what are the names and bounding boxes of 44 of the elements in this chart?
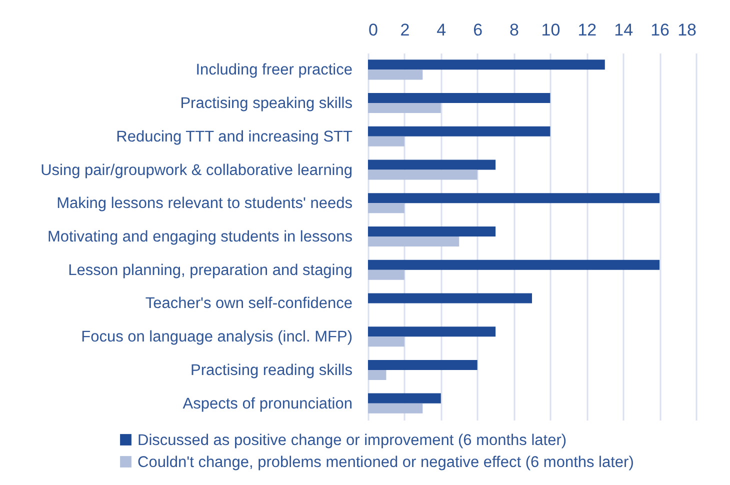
x-tick-label: 18 <box>678 20 696 40</box>
bar <box>368 170 478 180</box>
y-tick-label: Aspects of pronunciation <box>182 395 352 412</box>
bar <box>368 260 660 270</box>
y-tick-label: Practising speaking skills <box>180 95 353 112</box>
y-tick-label: Using pair/groupwork & collaborative learning <box>40 162 352 179</box>
x-tick-label: 4 <box>436 20 446 40</box>
x-tick-label: 2 <box>400 20 410 40</box>
x-tick-label: 8 <box>510 20 520 40</box>
x-tick-label: 0 <box>368 20 378 40</box>
bar <box>368 103 441 114</box>
x-tick-label: 12 <box>578 20 597 40</box>
x-tick-label: 16 <box>650 20 670 40</box>
x-tick-label: 6 <box>473 20 483 40</box>
bar <box>368 270 404 280</box>
bar <box>368 93 550 104</box>
bar <box>368 403 423 414</box>
y-tick-label: Teacher's own self-confidence <box>145 295 352 312</box>
y-tick-label: Focus on language analysis (incl. MFP) <box>81 328 352 346</box>
bar <box>368 360 478 370</box>
bar <box>368 236 460 247</box>
bar <box>368 370 386 380</box>
y-tick-label: Motivating and engaging students in lessons <box>47 228 353 246</box>
bar <box>368 326 496 337</box>
bar <box>368 203 404 214</box>
y-tick-label: Practising reading skills <box>190 362 353 379</box>
bar <box>368 226 496 236</box>
bar <box>368 393 441 404</box>
y-tick-label: Lesson planning, preparation and staging <box>68 262 352 279</box>
bar <box>368 336 404 347</box>
bar <box>368 136 404 146</box>
y-tick-label: Making lessons relevant to students' needs <box>56 195 353 212</box>
legend-label: Discussed as positive change or improvement (6 months later) <box>138 432 567 449</box>
legend-label: Couldn't change, problems mentioned or negative effect (6 months later) <box>138 454 634 471</box>
bar <box>368 160 496 170</box>
bar <box>368 293 532 304</box>
bar <box>368 60 605 70</box>
bar <box>368 126 550 136</box>
x-tick-label: 14 <box>614 20 634 40</box>
y-tick-label: Reducing TTT and increasing STT <box>116 128 354 146</box>
y-tick-label: Including freer practice <box>196 62 352 79</box>
x-tick-label: 10 <box>541 20 560 40</box>
bar <box>368 70 423 80</box>
bar <box>368 193 660 204</box>
